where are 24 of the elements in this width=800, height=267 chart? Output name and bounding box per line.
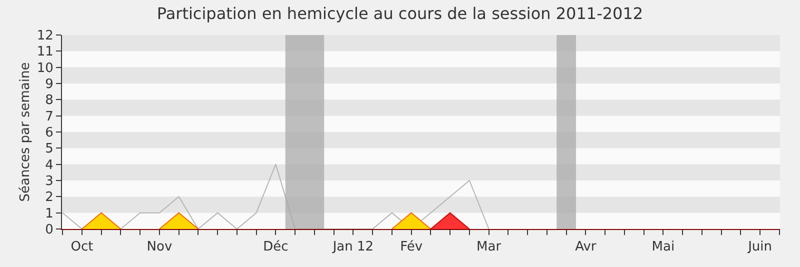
x-tick-label: Fév [400, 240, 423, 255]
y-tick-label: 11 [36, 44, 54, 60]
y-tick-label: 3 [45, 174, 54, 190]
x-tick-label: Juin [747, 240, 772, 255]
y-tick-label: 7 [45, 109, 54, 124]
x-tick-label: Mar [476, 240, 502, 255]
y-tick-label: 5 [45, 142, 54, 157]
x-tick-label: Jan 12 [332, 240, 374, 255]
y-tick-label: 4 [45, 158, 54, 173]
x-tick-label: Avr [575, 240, 597, 255]
x-tick-label: Déc [263, 240, 288, 255]
y-axis-title: Séances par semaine [18, 62, 33, 202]
x-tick-label: Mai [652, 240, 675, 255]
y-tick-label: 1 [45, 206, 54, 222]
y-tick-label: 12 [36, 28, 54, 44]
y-tick-label: 9 [45, 77, 54, 92]
chart-title: Participation en hemicycle au cours de la session 2011-2012 [156, 4, 644, 24]
y-tick-label: 10 [36, 60, 54, 76]
y-tick-label: 2 [45, 190, 54, 206]
x-tick-label: Oct [70, 240, 94, 255]
y-tick-label: 6 [45, 126, 54, 141]
y-tick-label: 8 [45, 93, 54, 108]
x-tick-label: Nov [146, 240, 172, 255]
y-tick-label: 0 [45, 222, 54, 238]
